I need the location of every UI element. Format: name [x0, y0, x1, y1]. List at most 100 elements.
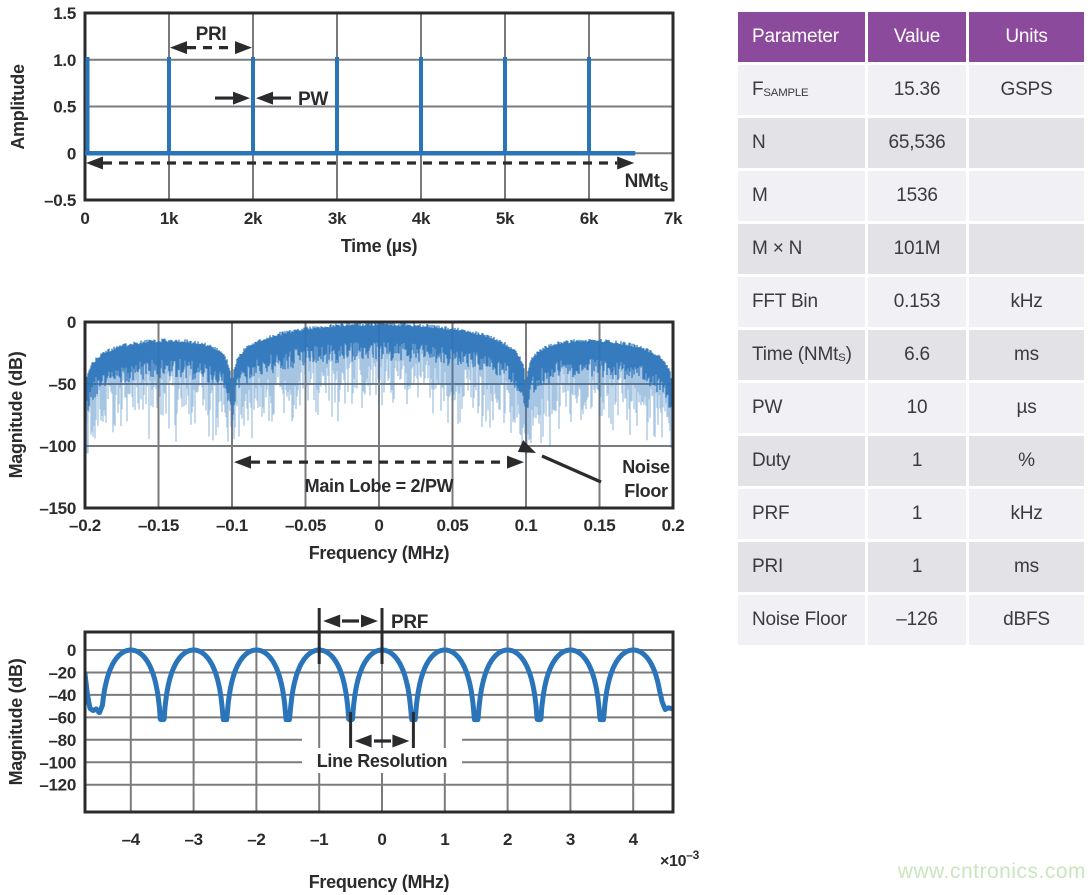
table-cell-units: dBFS — [969, 595, 1084, 645]
prf-label: PRF — [391, 612, 428, 633]
x-tick: 0 — [377, 830, 386, 849]
x-tick: 0.05 — [437, 516, 469, 535]
line-spectrum-series — [85, 647, 673, 723]
parameter-subscript: SAMPLE — [763, 87, 809, 100]
y-axis-title: Magnitude (dB) — [6, 658, 26, 785]
parameter-text: PRI — [752, 556, 784, 577]
table-cell-value: 1536 — [868, 171, 966, 221]
y-tick: –20 — [49, 663, 76, 682]
arrowhead — [235, 41, 252, 55]
table-cell-parameter: Noise Floor — [738, 595, 865, 645]
table-cell-units: ms — [969, 330, 1084, 380]
x-tick: 2 — [503, 830, 512, 849]
arrowhead — [256, 91, 273, 105]
arrowhead — [354, 734, 372, 748]
y-tick: –60 — [49, 708, 76, 727]
x-scale-multiplier: ×10–3 — [660, 848, 700, 870]
x-tick: –0.05 — [285, 516, 326, 535]
y-axis-title: Magnitude (dB) — [6, 351, 26, 478]
table-cell-units: % — [969, 436, 1084, 486]
x-tick: –0.1 — [216, 516, 248, 535]
parameter-text: Time (NMt — [752, 344, 839, 365]
parameter-table: Parameter Value Units F SAMPLE 15.36 GSPS N 65,5… — [738, 12, 1084, 645]
x-tick: 0 — [374, 516, 383, 535]
arrowhead — [233, 91, 250, 105]
table-cell-value: 15.36 — [868, 65, 966, 115]
table-cell-units: µs — [969, 383, 1084, 433]
table-cell-value: 10 — [868, 383, 966, 433]
arrowhead — [234, 455, 251, 469]
table-cell-units: kHz — [969, 277, 1084, 327]
x-tick: 1 — [440, 830, 449, 849]
y-tick: 0 — [67, 313, 76, 332]
line-resolution-label: Line Resolution — [317, 751, 448, 771]
y-tick: 1.5 — [53, 4, 76, 23]
table-cell-parameter: M × N — [738, 224, 865, 274]
table-header-units: Units — [969, 12, 1084, 62]
main-lobe-label: Main Lobe = 2/PW — [305, 476, 454, 496]
x-tick: –2 — [247, 830, 265, 849]
label-background — [302, 748, 462, 773]
y-tick: –120 — [39, 776, 76, 795]
y-tick: –50 — [49, 375, 76, 394]
x-tick: 1k — [160, 209, 179, 228]
table-cell-parameter: FFT Bin — [738, 277, 865, 327]
table-cell-parameter: F SAMPLE — [738, 65, 865, 115]
arrowhead — [507, 455, 524, 469]
y-tick: 0 — [67, 641, 76, 660]
pri-label: PRI — [196, 24, 227, 45]
table-cell-value: –126 — [868, 595, 966, 645]
arrowhead — [170, 41, 187, 55]
x-tick: 0.1 — [515, 516, 538, 535]
arrowhead — [323, 614, 341, 628]
y-tick: –100 — [39, 753, 76, 772]
x-axis-title: Frequency (MHz) — [309, 872, 450, 892]
x-tick: –0.15 — [138, 516, 179, 535]
table-cell-parameter: PRF — [738, 489, 865, 539]
table-cell-value: 1 — [868, 542, 966, 592]
x-axis-title: Time (µs) — [341, 236, 418, 256]
y-tick: 0 — [67, 144, 76, 163]
table-cell-value: 1 — [868, 436, 966, 486]
noise-floor-label: Noise — [622, 457, 670, 477]
parameter-text: F — [752, 79, 764, 100]
watermark: www.cntronics.com — [897, 860, 1086, 883]
y-tick: –150 — [39, 499, 76, 518]
table-cell-units: kHz — [969, 489, 1084, 539]
x-tick: –4 — [122, 830, 141, 849]
table-cell-parameter: Duty — [738, 436, 865, 486]
x-tick: 0.2 — [662, 516, 685, 535]
table-cell-value: 1 — [868, 489, 966, 539]
y-axis-title: Amplitude — [8, 64, 28, 150]
parameter-text: M — [752, 185, 768, 206]
parameter-text: ) — [845, 344, 852, 365]
pw-label: PW — [298, 89, 328, 110]
table-cell-units: GSPS — [969, 65, 1084, 115]
parameter-subscript: S — [838, 352, 846, 365]
table-cell-units — [969, 171, 1084, 221]
parameter-text: N — [752, 132, 766, 153]
table-header-parameter: Parameter — [738, 12, 865, 62]
table-cell-units — [969, 118, 1084, 168]
table-cell-value: 65,536 — [868, 118, 966, 168]
arrowhead — [392, 734, 410, 748]
table-header-value: Value — [868, 12, 966, 62]
y-tick: 0.5 — [53, 98, 76, 117]
y-tick: 1.0 — [53, 51, 76, 70]
table-cell-value: 101M — [868, 224, 966, 274]
x-tick: 4 — [629, 830, 639, 849]
table-cell-units — [969, 224, 1084, 274]
noise-floor-label: Floor — [624, 481, 668, 501]
nmts-label: NMtS — [625, 171, 669, 194]
table-cell-units: ms — [969, 542, 1084, 592]
x-tick: 7k — [664, 209, 683, 228]
x-tick: 4k — [412, 209, 431, 228]
x-tick: 5k — [496, 209, 515, 228]
arrowhead — [86, 156, 103, 170]
arrowhead — [361, 614, 378, 628]
x-tick: 6k — [580, 209, 599, 228]
